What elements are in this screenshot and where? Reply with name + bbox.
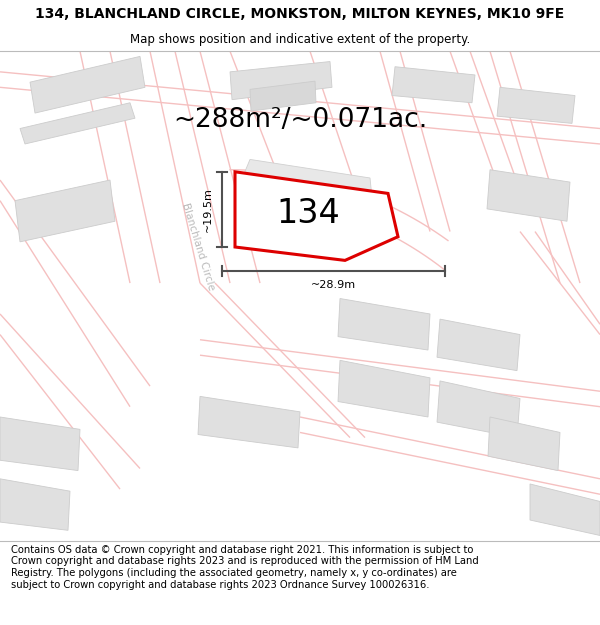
Polygon shape — [437, 381, 520, 438]
Text: 134, BLANCHLAND CIRCLE, MONKSTON, MILTON KEYNES, MK10 9FE: 134, BLANCHLAND CIRCLE, MONKSTON, MILTON… — [35, 8, 565, 21]
Polygon shape — [0, 417, 80, 471]
Polygon shape — [235, 159, 375, 226]
Polygon shape — [530, 484, 600, 536]
Text: ~19.5m: ~19.5m — [203, 187, 213, 232]
Polygon shape — [392, 67, 475, 102]
Polygon shape — [497, 88, 575, 123]
Polygon shape — [15, 180, 115, 242]
Text: Blanchland Circle: Blanchland Circle — [180, 202, 216, 292]
Polygon shape — [250, 81, 316, 111]
Polygon shape — [30, 56, 145, 113]
Polygon shape — [338, 361, 430, 417]
Polygon shape — [20, 102, 135, 144]
Polygon shape — [338, 299, 430, 350]
Text: Contains OS data © Crown copyright and database right 2021. This information is : Contains OS data © Crown copyright and d… — [11, 545, 479, 589]
Text: ~288m²/~0.071ac.: ~288m²/~0.071ac. — [173, 107, 427, 133]
Polygon shape — [198, 396, 300, 448]
Text: Map shows position and indicative extent of the property.: Map shows position and indicative extent… — [130, 34, 470, 46]
Text: ~28.9m: ~28.9m — [311, 280, 356, 290]
Polygon shape — [230, 61, 332, 99]
Polygon shape — [235, 172, 398, 261]
Polygon shape — [487, 170, 570, 221]
Polygon shape — [437, 319, 520, 371]
Text: 134: 134 — [276, 196, 340, 229]
Polygon shape — [488, 417, 560, 471]
Polygon shape — [0, 479, 70, 531]
